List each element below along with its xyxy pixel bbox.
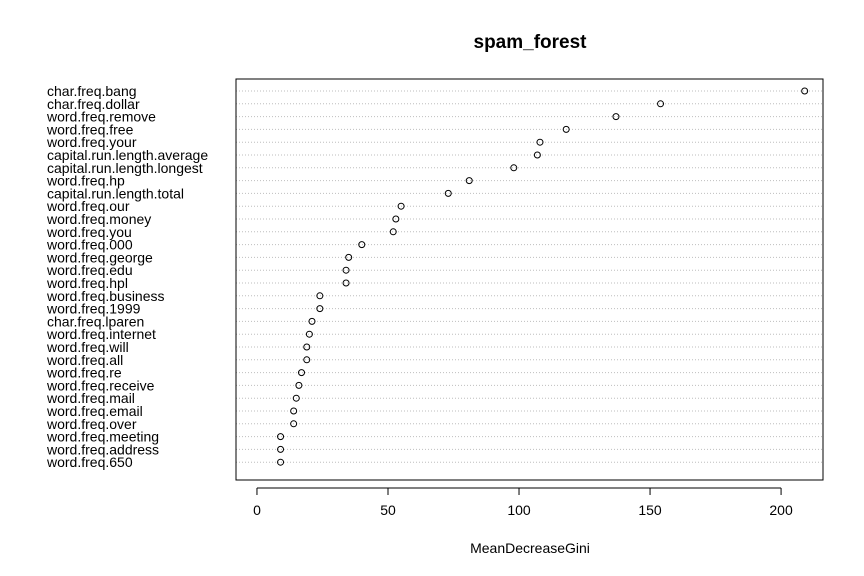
data-point	[612, 113, 620, 121]
variable-label: word.freq.email	[46, 403, 143, 419]
data-point	[292, 394, 300, 402]
variable-label: char.freq.lparen	[47, 313, 144, 329]
variable-label: word.freq.free	[46, 121, 134, 137]
data-point	[308, 317, 316, 325]
data-point	[277, 458, 285, 466]
x-tick-label: 200	[769, 502, 793, 518]
variable-label: word.freq.business	[46, 288, 165, 304]
data-point	[510, 164, 518, 172]
variable-label: word.freq.meeting	[46, 429, 159, 445]
data-point	[533, 151, 541, 159]
data-point	[290, 420, 298, 428]
variable-label: word.freq.650	[46, 454, 133, 470]
data-point	[295, 381, 303, 389]
data-point	[358, 241, 366, 249]
data-point	[305, 330, 313, 338]
data-point	[316, 292, 324, 300]
grid-lines	[236, 90, 823, 463]
data-point	[303, 343, 311, 351]
variable-label: word.freq.remove	[46, 109, 156, 125]
data-point	[465, 177, 473, 185]
variable-label: word.freq.edu	[46, 262, 133, 278]
x-axis: 0 50 100 150 200	[253, 487, 793, 518]
data-point	[444, 189, 452, 197]
variable-label: capital.run.length.average	[47, 147, 208, 163]
variable-label: capital.run.length.longest	[47, 160, 203, 176]
variable-label: word.freq.hpl	[46, 275, 128, 291]
variable-label: word.freq.000	[46, 237, 133, 253]
x-tick-label: 50	[380, 502, 396, 518]
data-point	[536, 138, 544, 146]
variable-label: word.freq.internet	[46, 326, 156, 342]
variable-label: word.freq.our	[46, 198, 130, 214]
variable-label: char.freq.bang	[47, 83, 137, 99]
x-tick-label: 150	[638, 502, 662, 518]
x-axis-label: MeanDecreaseGini	[470, 540, 590, 556]
data-point	[303, 356, 311, 364]
x-tick-label: 100	[507, 502, 531, 518]
chart-title: spam_forest	[474, 32, 588, 53]
variable-label: char.freq.dollar	[47, 96, 140, 112]
data-point	[342, 279, 350, 287]
data-point	[316, 305, 324, 313]
data-point	[562, 125, 570, 133]
data-point	[389, 228, 397, 236]
data-point	[290, 407, 298, 415]
variable-label: capital.run.length.total	[47, 185, 184, 201]
data-point	[397, 202, 405, 210]
data-point	[392, 215, 400, 223]
variable-label: word.freq.your	[46, 134, 137, 150]
variable-label: word.freq.hp	[46, 173, 125, 189]
data-point	[342, 266, 350, 274]
variable-label: word.freq.receive	[46, 377, 155, 393]
variable-label: word.freq.over	[46, 416, 137, 432]
variable-label: word.freq.all	[46, 352, 123, 368]
data-point	[345, 253, 353, 261]
data-point	[277, 433, 285, 441]
variable-label: word.freq.you	[46, 224, 132, 240]
points	[277, 87, 809, 466]
data-point	[277, 445, 285, 453]
data-point	[298, 369, 306, 377]
variable-labels: char.freq.bangchar.freq.dollarword.freq.…	[46, 83, 208, 470]
variable-label: word.freq.re	[46, 365, 122, 381]
variable-label: word.freq.george	[46, 249, 153, 265]
variable-label: word.freq.will	[46, 339, 129, 355]
variable-label: word.freq.1999	[46, 301, 141, 317]
data-point	[801, 87, 809, 95]
data-point	[657, 100, 665, 108]
variable-label: word.freq.address	[46, 441, 159, 457]
variable-label: word.freq.money	[46, 211, 151, 227]
variable-label: word.freq.mail	[46, 390, 135, 406]
x-tick-label: 0	[253, 502, 261, 518]
plot-frame	[235, 78, 824, 481]
